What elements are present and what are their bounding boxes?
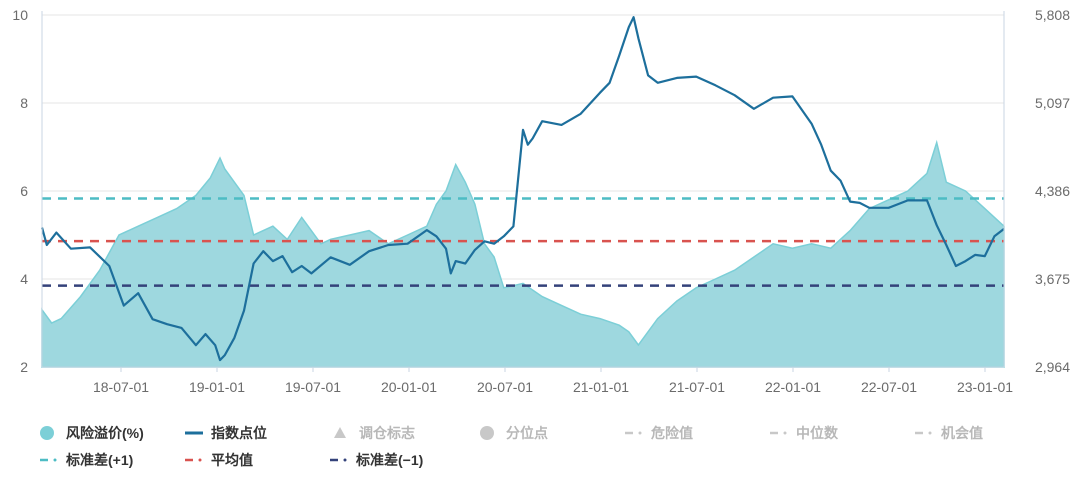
legend-item: 标准差(−1) [330, 452, 423, 468]
x-tick-label: 19-07-01 [285, 379, 341, 395]
right-tick-label: 2,964 [1035, 359, 1070, 375]
x-tick-label: 21-07-01 [669, 379, 725, 395]
index-line-layer [40, 16, 1005, 362]
legend-item: 危险值 [625, 425, 693, 441]
right-axis-ticks: 2,964 3,675 4,386 5,097 5,808 [1035, 7, 1070, 375]
legend-dot-icon [638, 431, 642, 435]
legend-item: 指数点位 [185, 425, 267, 441]
legend-label: 调仓标志 [359, 425, 415, 441]
legend-dot-icon [928, 431, 932, 435]
right-tick-label: 3,675 [1035, 271, 1070, 287]
x-tick-label: 22-01-01 [765, 379, 821, 395]
legend-label: 风险溢价(%) [66, 425, 144, 441]
left-tick-label: 6 [20, 183, 28, 199]
left-tick-label: 10 [12, 7, 28, 23]
legend-label: 危险值 [650, 425, 693, 441]
legend-item: 标准差(+1) [40, 452, 133, 468]
legend-label: 中位数 [796, 425, 839, 441]
index-line [40, 16, 1005, 362]
x-tick-label: 20-01-01 [381, 379, 437, 395]
legend-dot-icon [53, 458, 57, 462]
x-tick-label: 22-07-01 [861, 379, 917, 395]
x-tick-label: 21-01-01 [573, 379, 629, 395]
right-tick-label: 4,386 [1035, 183, 1070, 199]
legend-label: 平均值 [211, 452, 253, 468]
legend-label: 标准差(−1) [355, 452, 423, 468]
legend-label: 指数点位 [211, 425, 267, 441]
legend-item: 平均值 [185, 452, 253, 468]
legend-dot-icon [783, 431, 787, 435]
legend-label: 标准差(+1) [65, 452, 133, 468]
right-tick-label: 5,808 [1035, 7, 1070, 23]
legend-item: 分位点 [480, 425, 548, 441]
legend-item: 调仓标志 [334, 425, 415, 441]
right-tick-label: 5,097 [1035, 95, 1070, 111]
legend-item: 中位数 [770, 425, 839, 441]
left-tick-label: 4 [20, 271, 28, 287]
left-tick-label: 8 [20, 95, 28, 111]
x-axis-ticks: 18-07-01 19-01-01 19-07-01 20-01-01 20-07-01… [93, 367, 1013, 395]
legend-dot-icon [198, 458, 202, 462]
legend-item: 风险溢价(%) [40, 425, 144, 441]
x-tick-label: 23-01-01 [957, 379, 1013, 395]
risk-premium-area-layer [41, 139, 1005, 368]
legend-label: 分位点 [506, 425, 548, 441]
x-tick-label: 19-01-01 [189, 379, 245, 395]
x-tick-label: 18-07-01 [93, 379, 149, 395]
legend-dot-icon [343, 458, 347, 462]
legend-circle-icon [480, 426, 494, 440]
left-axis-ticks: 2 4 6 8 10 [12, 7, 28, 375]
x-tick-label: 20-07-01 [477, 379, 533, 395]
reference-lines-layer [42, 197, 1004, 287]
left-tick-label: 2 [20, 359, 28, 375]
legend-circle-icon [40, 426, 54, 440]
legend-item: 机会值 [915, 425, 983, 441]
legend-triangle-icon [334, 427, 346, 438]
axes [41, 11, 1005, 368]
risk-premium-area [41, 139, 1005, 368]
legend-label: 机会值 [941, 425, 983, 441]
